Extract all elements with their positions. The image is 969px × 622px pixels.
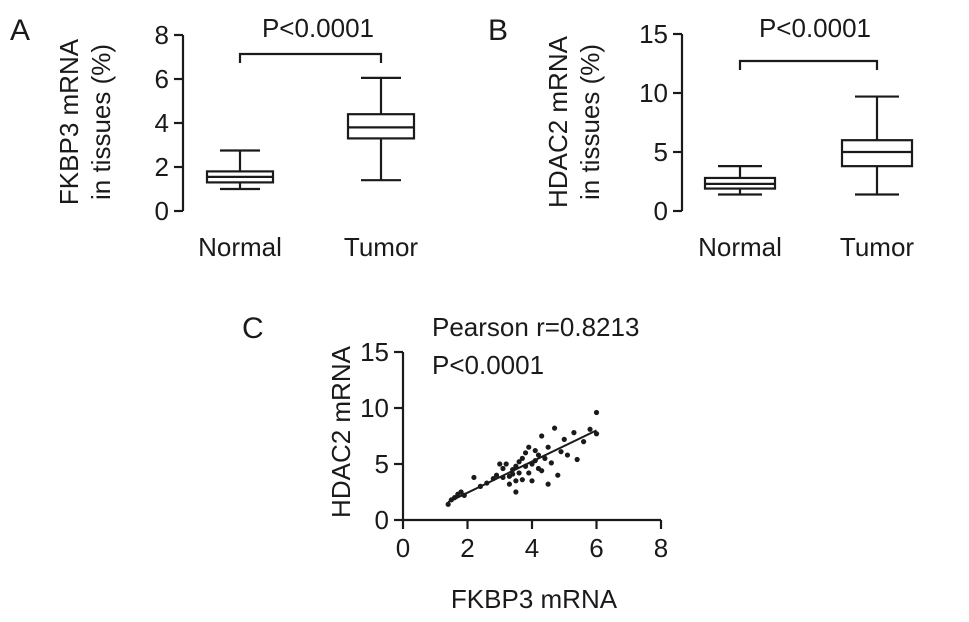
panel-c-data-point bbox=[526, 444, 532, 450]
panel-c-scatter-plot: HDAC2 mRNA FKBP3 mRNA Pearson r=0.8213 P… bbox=[326, 312, 668, 614]
panel-c-pearson-r: Pearson r=0.8213 bbox=[432, 312, 639, 342]
panel-b-y-tick-label: 0 bbox=[654, 196, 668, 226]
panel-b-pvalue: P<0.0001 bbox=[759, 13, 871, 43]
panel-label-a: A bbox=[10, 14, 30, 47]
panel-c-data-point bbox=[519, 455, 525, 461]
panel-c-data-point bbox=[564, 452, 571, 458]
panel-c-data-point bbox=[522, 450, 529, 456]
panel-c-data-point bbox=[471, 474, 477, 481]
panel-a-y-tick-label: 0 bbox=[155, 196, 169, 226]
panel-c-data-point bbox=[516, 459, 522, 465]
panel-c-data-point bbox=[493, 472, 500, 478]
panel-a-pvalue: P<0.0001 bbox=[262, 13, 374, 43]
panel-c-data-point bbox=[535, 452, 542, 458]
panel-c-data-point bbox=[529, 478, 535, 484]
panel-b-category-label: Tumor bbox=[840, 232, 914, 262]
panel-b-y-tick-label: 15 bbox=[639, 19, 668, 49]
panel-c-data-point bbox=[571, 430, 577, 436]
panel-c-data-point bbox=[555, 472, 561, 478]
panel-c-data-point bbox=[581, 439, 587, 445]
panel-c-y-tick-label: 5 bbox=[375, 449, 389, 479]
panel-a-box-plot: FKBP3 mRNA in tissues (%) P<0.0001 0 2 4 6 8… bbox=[54, 13, 418, 262]
panel-c-data-point bbox=[587, 426, 593, 432]
panel-c-data-point bbox=[526, 470, 532, 476]
panel-c-x-tick-label: 6 bbox=[589, 533, 603, 563]
panel-c-data-point bbox=[542, 455, 548, 461]
panel-c-data-point bbox=[558, 449, 564, 455]
panel-c-data-point bbox=[497, 461, 503, 467]
panel-c-data-point bbox=[593, 431, 600, 437]
panel-c-data-point bbox=[545, 444, 551, 450]
panel-c-data-point bbox=[500, 465, 506, 472]
panel-c-data-point bbox=[445, 501, 451, 507]
panel-c-y-tick-label: 10 bbox=[360, 393, 389, 423]
panel-b-y-tick-label: 10 bbox=[639, 78, 668, 108]
panel-c-data-point bbox=[548, 460, 554, 466]
panel-c-data-point bbox=[532, 447, 538, 454]
panel-c-data-point bbox=[513, 463, 519, 469]
panel-a-significance-bracket bbox=[238, 52, 383, 63]
panel-c-data-point bbox=[458, 489, 464, 495]
panel-c-data-point bbox=[513, 478, 519, 484]
panel-a-y-tick-label: 6 bbox=[155, 64, 169, 94]
panel-c-y-tick-label: 0 bbox=[375, 505, 389, 535]
panel-c-x-tick-label: 4 bbox=[525, 533, 539, 563]
panel-a-y-tick-label: 8 bbox=[155, 20, 169, 50]
panel-c-x-tick-label: 0 bbox=[396, 533, 410, 563]
panel-b-ylabel-line2: in tissues (%) bbox=[575, 44, 605, 200]
panel-a-y-tick-label: 4 bbox=[155, 108, 169, 138]
panel-c-xlabel: FKBP3 mRNA bbox=[451, 584, 618, 614]
panel-a-y-tick-label: 2 bbox=[155, 152, 169, 182]
panel-c-data-point bbox=[539, 468, 545, 474]
panel-c-ylabel: HDAC2 mRNA bbox=[326, 345, 356, 518]
panel-c-x-tick-label: 8 bbox=[654, 533, 668, 563]
panel-c-data-point bbox=[510, 471, 516, 477]
panel-c-data-point bbox=[513, 489, 519, 495]
panel-label-c: C bbox=[242, 312, 264, 345]
panel-b-significance-bracket bbox=[738, 59, 879, 70]
panel-b-box-plot: HDAC2 mRNA in tissues (%) P<0.0001 0 5 10 1… bbox=[543, 13, 914, 262]
panel-c-data-point bbox=[574, 456, 580, 463]
panel-c-data-point bbox=[539, 433, 545, 439]
panel-a-box-tumor bbox=[346, 113, 416, 140]
panel-c-pvalue: P<0.0001 bbox=[432, 350, 544, 380]
panel-b-box-tumor bbox=[840, 139, 914, 168]
panel-a-category-label: Tumor bbox=[344, 232, 418, 262]
panel-c-y-tick-label: 15 bbox=[360, 337, 389, 367]
panel-c-data-point bbox=[516, 470, 522, 476]
panel-label-b: B bbox=[488, 14, 508, 47]
panel-b-y-tick-label: 5 bbox=[654, 137, 668, 167]
panel-a-ylabel-line2: in tissues (%) bbox=[86, 44, 116, 200]
panel-b-category-label: Normal bbox=[698, 232, 782, 262]
panel-b-ylabel-line1: HDAC2 mRNA bbox=[543, 35, 573, 208]
panel-a-ylabel-line1: FKBP3 mRNA bbox=[54, 38, 84, 205]
panel-c-data-point bbox=[545, 481, 551, 487]
panel-c-data-point bbox=[506, 481, 513, 487]
panel-c-x-tick-label: 2 bbox=[460, 533, 474, 563]
panel-c-regression-line bbox=[447, 429, 597, 503]
panel-a-category-label: Normal bbox=[198, 232, 282, 262]
panel-c-data-point bbox=[561, 436, 567, 442]
panel-c-data-point bbox=[551, 425, 558, 431]
panel-c-data-point bbox=[519, 477, 525, 483]
panel-c-data-point bbox=[503, 461, 509, 467]
panel-c-data-point bbox=[593, 409, 600, 416]
